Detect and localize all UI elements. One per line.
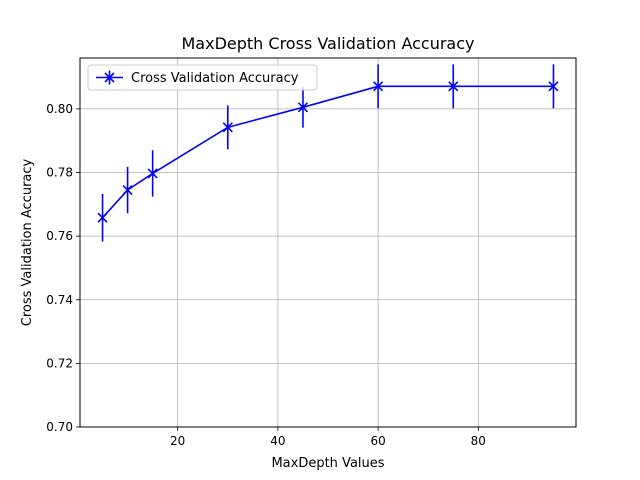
data-point <box>373 81 384 92</box>
marker-stroke <box>548 81 559 92</box>
chart-title: MaxDepth Cross Validation Accuracy <box>182 34 475 53</box>
y-tick-label: 0.74 <box>46 293 73 307</box>
data-point <box>147 168 158 179</box>
y-tick-label: 0.76 <box>46 229 73 243</box>
x-axis-label: MaxDepth Values <box>271 456 384 471</box>
marker-stroke <box>122 184 133 196</box>
data-point <box>222 122 233 133</box>
y-tick-label: 0.70 <box>46 420 73 434</box>
x-tick-label: 20 <box>170 434 185 448</box>
marker-stroke <box>147 168 158 179</box>
data-point <box>297 102 309 113</box>
data-series <box>97 64 559 242</box>
data-point <box>548 81 559 92</box>
x-tick-label: 40 <box>270 434 285 448</box>
marker-stroke <box>448 81 459 92</box>
y-tick-label: 0.80 <box>46 102 73 116</box>
y-axis-label: Cross Validation Accuracy <box>20 158 35 326</box>
axis-ticks: 20 40 60 80 0.70 0.72 0.74 0.76 0.78 0.80 <box>46 102 486 448</box>
legend-box <box>87 64 318 91</box>
data-point <box>122 184 133 196</box>
x-tick-label: 80 <box>471 434 486 448</box>
marker-stroke <box>373 81 384 92</box>
marker-stroke <box>297 102 309 113</box>
y-tick-label: 0.72 <box>46 356 73 370</box>
marker-stroke <box>97 212 108 223</box>
marker-stroke <box>222 122 233 133</box>
legend: Cross Validation Accuracy <box>87 64 318 91</box>
data-point <box>448 81 459 92</box>
y-tick-label: 0.78 <box>46 166 73 180</box>
x-tick-label: 60 <box>370 434 385 448</box>
plot-frame <box>79 57 577 428</box>
grid <box>80 58 576 428</box>
legend-label: Cross Validation Accuracy <box>131 71 299 86</box>
data-point <box>97 212 108 223</box>
series-line <box>101 85 554 219</box>
